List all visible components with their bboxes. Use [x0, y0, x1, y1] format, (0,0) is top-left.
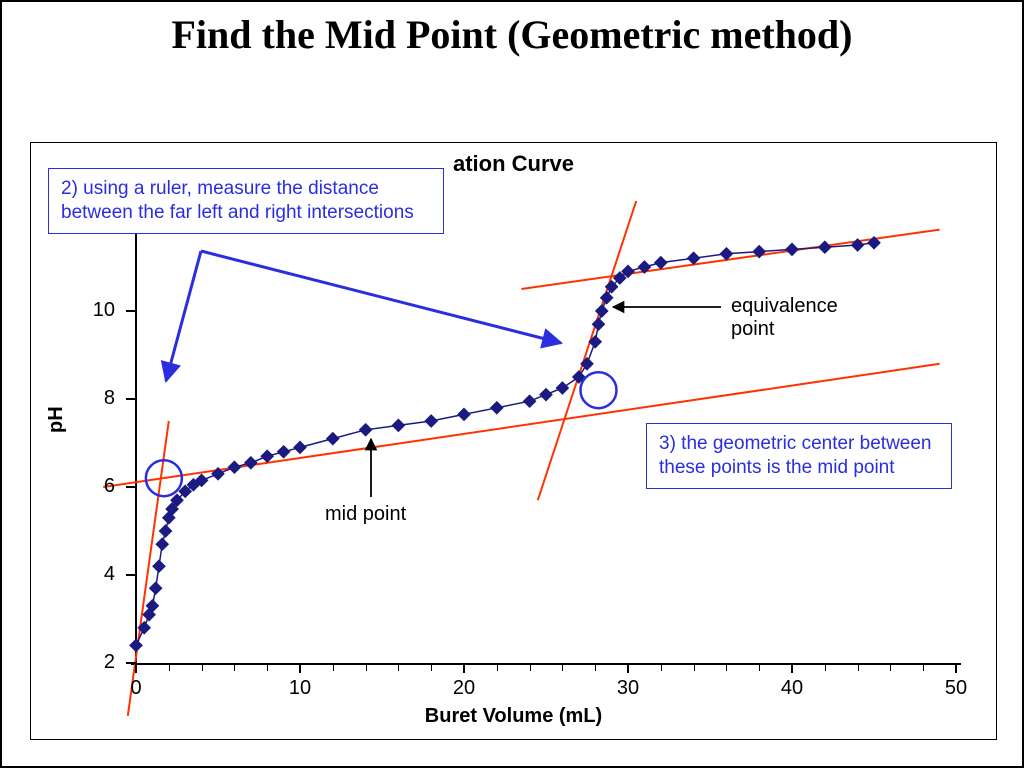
- callout-step-2: 2) using a ruler, measure the distance b…: [48, 168, 444, 234]
- data-marker: [156, 538, 168, 550]
- x-minor-tick: [267, 665, 268, 671]
- y-tick: [126, 310, 136, 312]
- data-marker: [277, 446, 289, 458]
- x-minor-tick: [726, 665, 727, 671]
- y-tick-label: 8: [31, 387, 115, 410]
- data-marker: [261, 450, 273, 462]
- x-minor-tick: [202, 665, 203, 671]
- x-minor-tick: [366, 665, 367, 671]
- data-marker: [327, 432, 339, 444]
- x-minor-tick: [169, 665, 170, 671]
- intersection-circle: [580, 372, 616, 408]
- x-minor-tick: [661, 665, 662, 671]
- data-marker: [150, 582, 162, 594]
- data-marker: [153, 560, 165, 572]
- x-tick: [627, 663, 629, 673]
- x-tick-label: 20: [453, 677, 475, 700]
- x-tick: [299, 663, 301, 673]
- data-marker: [720, 248, 732, 260]
- x-axis-label: Buret Volume (mL): [31, 705, 996, 728]
- data-marker: [556, 382, 568, 394]
- tangent-line: [538, 201, 636, 500]
- equivalence-point-label: equivalence point: [731, 295, 871, 341]
- x-minor-tick: [562, 665, 563, 671]
- y-tick-label: 2: [31, 651, 115, 674]
- x-minor-tick: [923, 665, 924, 671]
- tangent-line: [521, 230, 939, 289]
- y-tick-label: 10: [31, 299, 115, 322]
- slide-container: Find the Mid Point (Geometric method) at…: [0, 0, 1024, 768]
- x-tick: [135, 663, 137, 673]
- x-minor-tick: [333, 665, 334, 671]
- x-tick-label: 50: [945, 677, 967, 700]
- data-marker: [687, 252, 699, 264]
- x-tick-label: 0: [130, 677, 141, 700]
- data-marker: [655, 256, 667, 268]
- x-minor-tick: [530, 665, 531, 671]
- data-marker: [228, 461, 240, 473]
- data-marker: [425, 415, 437, 427]
- slide-title: Find the Mid Point (Geometric method): [2, 2, 1022, 58]
- data-marker: [819, 241, 831, 253]
- midpoint-label: mid point: [325, 503, 406, 526]
- x-tick: [955, 663, 957, 673]
- callout-step-3: 3) the geometric center between these po…: [646, 423, 952, 489]
- y-tick: [126, 486, 136, 488]
- y-tick-label: 4: [31, 563, 115, 586]
- data-marker: [159, 525, 171, 537]
- data-marker: [523, 395, 535, 407]
- x-minor-tick: [694, 665, 695, 671]
- data-marker: [392, 419, 404, 431]
- pointer-arrow: [166, 251, 201, 381]
- x-minor-tick: [858, 665, 859, 671]
- chart-frame: ation Curve pH Buret Volume (mL) 2) usin…: [30, 142, 997, 740]
- data-marker: [491, 402, 503, 414]
- x-minor-tick: [431, 665, 432, 671]
- x-tick: [463, 663, 465, 673]
- data-marker: [581, 358, 593, 370]
- data-marker: [596, 305, 608, 317]
- y-tick: [126, 574, 136, 576]
- y-tick: [126, 398, 136, 400]
- x-minor-tick: [595, 665, 596, 671]
- data-marker: [540, 388, 552, 400]
- x-tick: [791, 663, 793, 673]
- x-minor-tick: [825, 665, 826, 671]
- x-minor-tick: [890, 665, 891, 671]
- y-axis-label: pH: [45, 406, 68, 433]
- x-minor-tick: [398, 665, 399, 671]
- data-marker: [294, 441, 306, 453]
- x-tick-label: 40: [781, 677, 803, 700]
- y-tick-label: 6: [31, 475, 115, 498]
- data-marker: [359, 424, 371, 436]
- x-axis: [131, 663, 961, 665]
- data-marker: [458, 408, 470, 420]
- pointer-arrow: [201, 251, 561, 343]
- x-tick-label: 10: [289, 677, 311, 700]
- x-tick-label: 30: [617, 677, 639, 700]
- data-marker: [130, 639, 142, 651]
- x-minor-tick: [497, 665, 498, 671]
- x-minor-tick: [234, 665, 235, 671]
- data-marker: [786, 243, 798, 255]
- data-marker: [245, 457, 257, 469]
- x-minor-tick: [759, 665, 760, 671]
